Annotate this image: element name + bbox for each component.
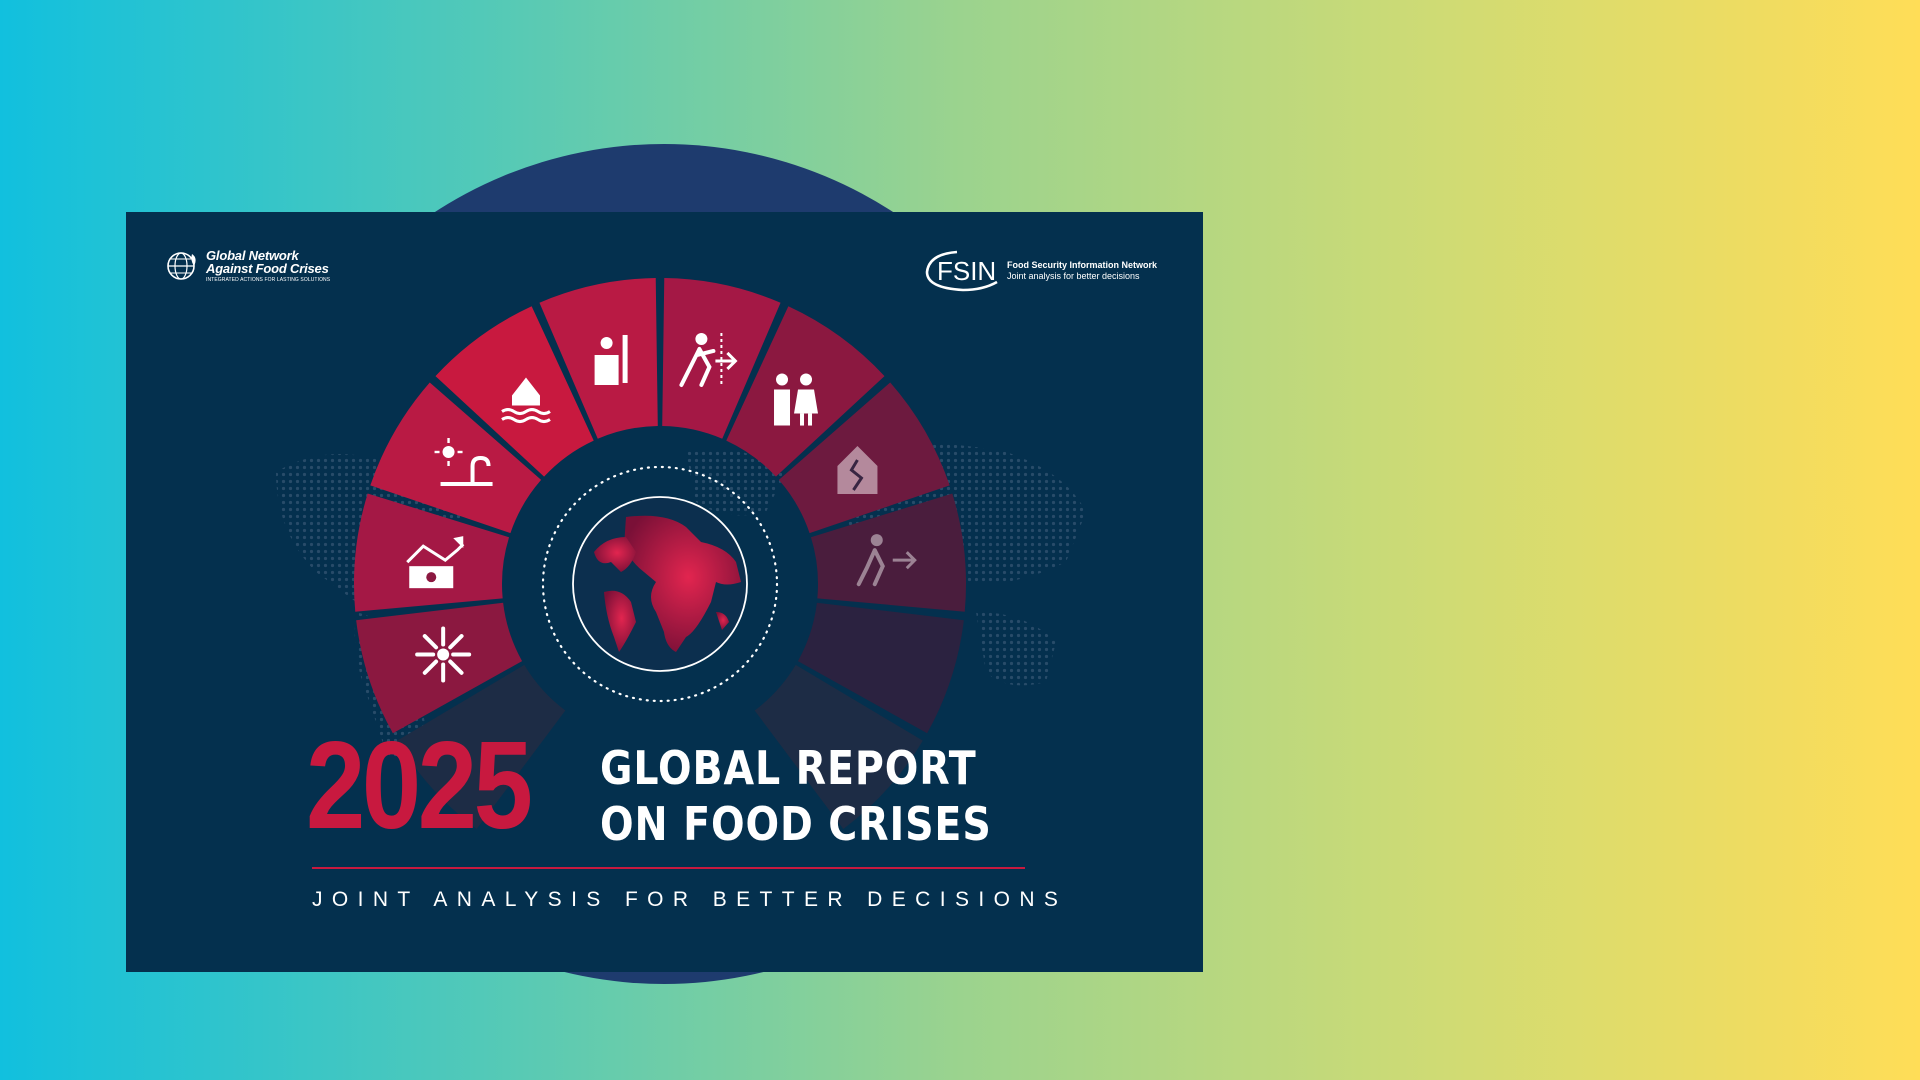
wheel-icon-group: [406, 332, 917, 683]
wheel-segment: [778, 382, 950, 534]
title-divider: [312, 867, 1025, 869]
wheel-segment: [435, 306, 594, 477]
wheel-segment: [810, 493, 966, 612]
children-icon: [774, 373, 819, 426]
fsin-swoosh-icon: [925, 250, 998, 292]
wheel-segment: [356, 602, 523, 734]
migration-icon: [856, 534, 917, 587]
drought-icon: [434, 438, 493, 486]
report-title-line1: GLOBAL REPORT: [600, 741, 977, 795]
rising-prices-icon: [406, 536, 465, 589]
report-subtitle: JOINT ANALYSIS FOR BETTER DECISIONS: [312, 888, 1068, 911]
gnafc-logo: Global Network Against Food Crises INTEG…: [164, 248, 330, 284]
report-title: GLOBAL REPORT ON FOOD CRISES: [600, 740, 992, 852]
wheel-segment: [754, 664, 923, 830]
wheel-segment: [370, 382, 542, 534]
drivers-wheel: [354, 278, 966, 830]
fsin-acronym: FSIN: [936, 256, 997, 286]
earthquake-icon: [837, 446, 878, 494]
conflict-icon: [594, 334, 628, 385]
fsin-mark: FSIN: [923, 248, 999, 294]
burst-icon: [415, 626, 472, 683]
gnafc-name-line2: Against Food Crises: [206, 261, 329, 276]
fsin-logo: FSIN Food Security Information Network J…: [923, 248, 1157, 294]
wheel-segment: [397, 664, 566, 830]
gnafc-tagline: INTEGRATED ACTIONS FOR LASTING SOLUTIONS: [206, 277, 331, 283]
dotted-ring: [541, 465, 779, 703]
flood-icon: [501, 377, 551, 424]
wheel-segment: [797, 602, 964, 734]
report-title-line2: ON FOOD CRISES: [600, 797, 992, 851]
report-year: 2025: [306, 717, 533, 855]
fsin-name: Food Security Information Network: [1006, 259, 1157, 270]
fsin-tagline: Joint analysis for better decisions: [1006, 271, 1140, 281]
globe-leaf-icon: [167, 252, 196, 280]
globe-icon: [594, 515, 741, 652]
gnafc-name-line1: Global Network: [206, 248, 299, 263]
report-cover: Global Network Against Food Crises INTEG…: [126, 212, 1203, 972]
wheel-segment-group: [354, 278, 966, 830]
